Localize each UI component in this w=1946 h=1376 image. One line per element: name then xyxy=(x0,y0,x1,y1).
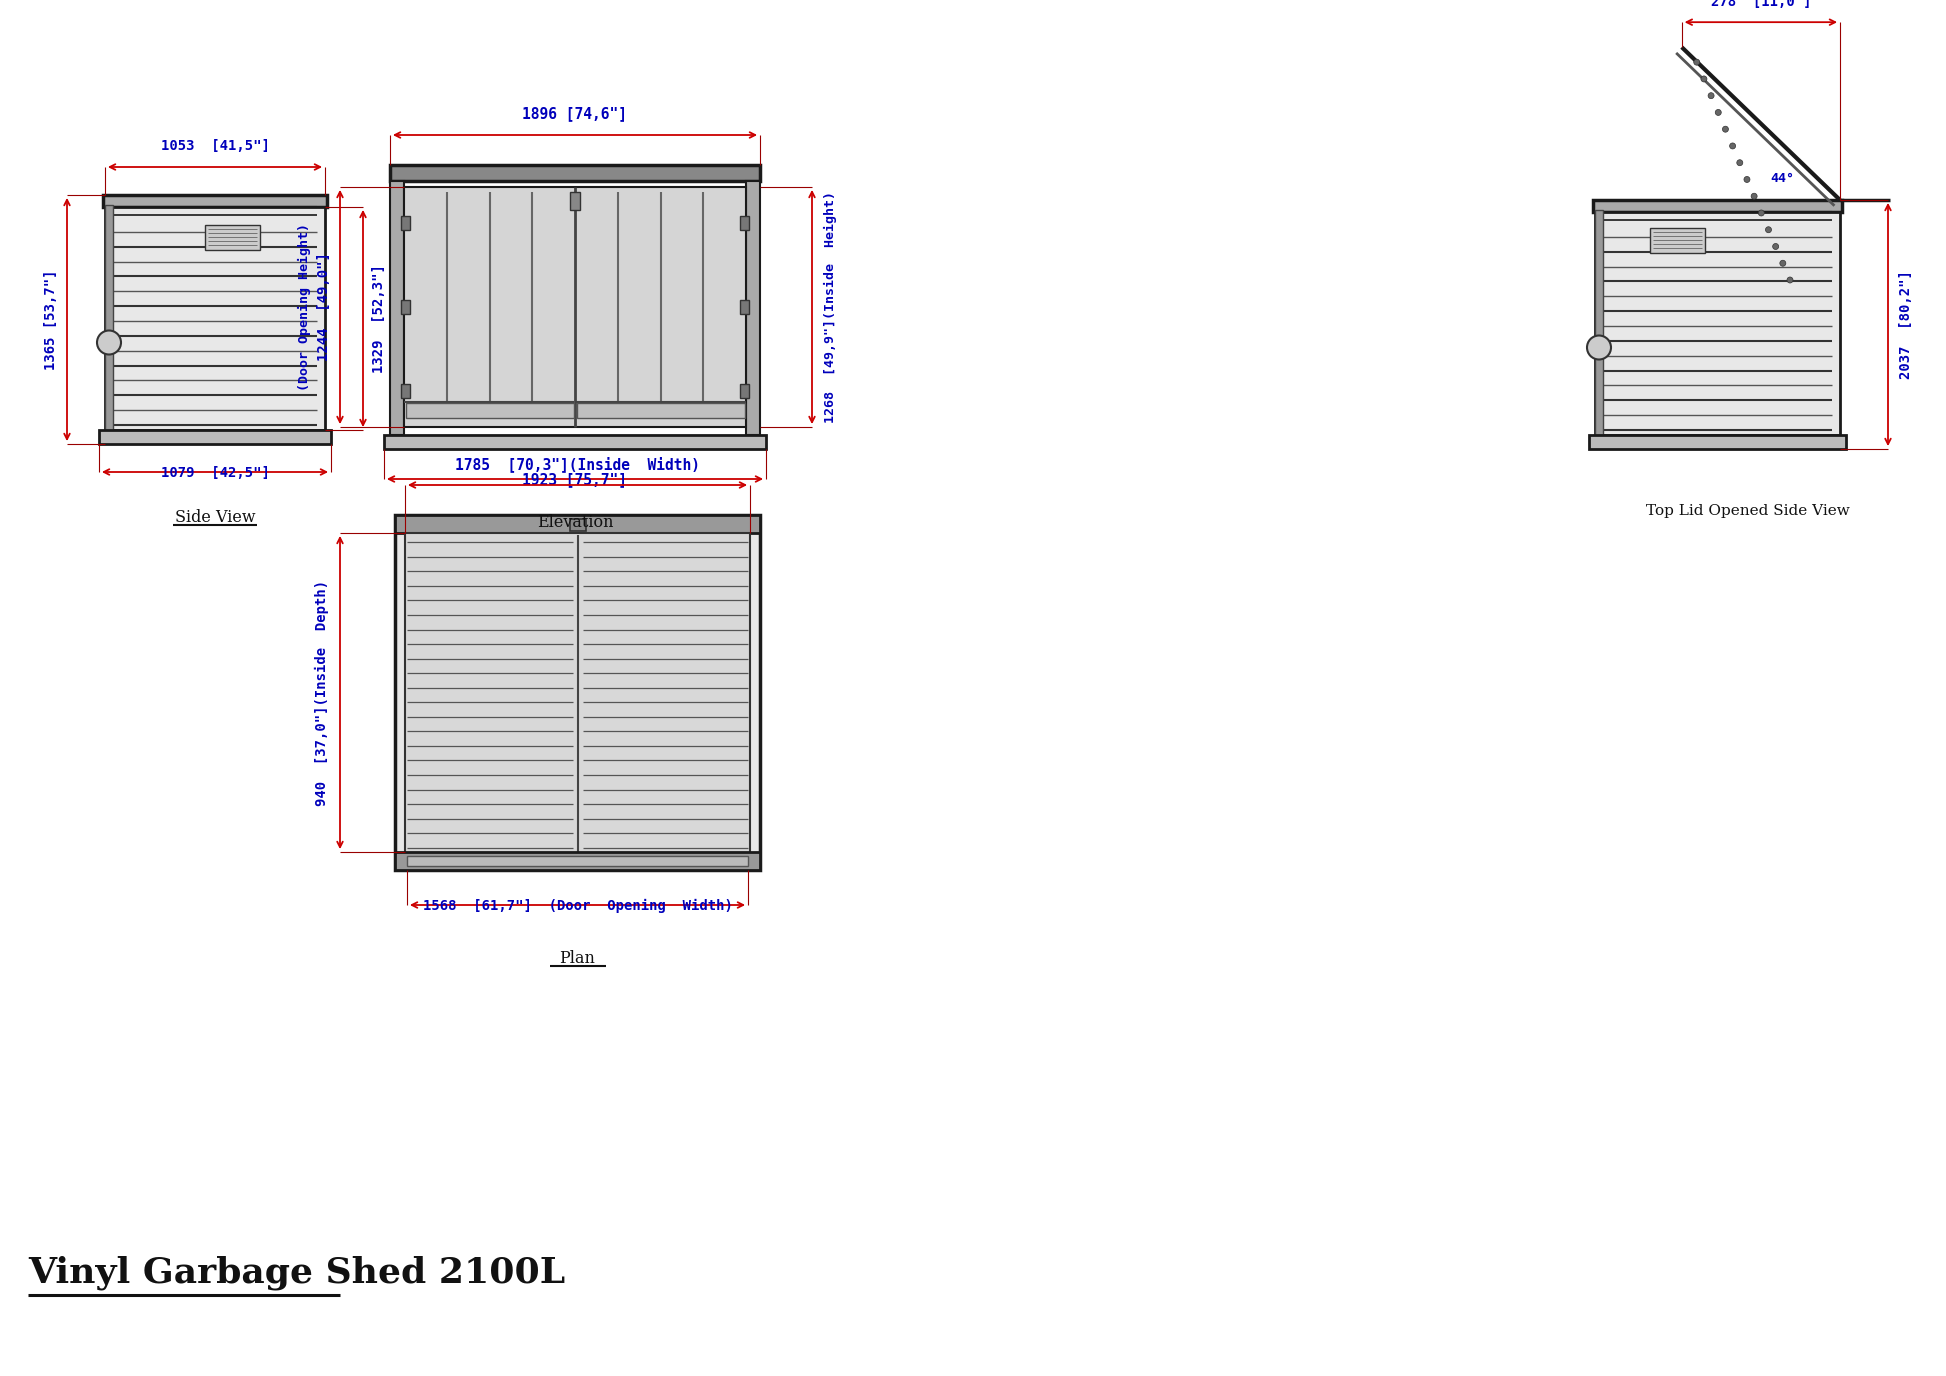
Bar xyxy=(103,195,327,206)
Bar xyxy=(745,182,761,435)
Text: 1568  [61,7"]  (Door  Opening  Width): 1568 [61,7"] (Door Opening Width) xyxy=(422,899,732,914)
Bar xyxy=(395,515,761,533)
Circle shape xyxy=(1765,227,1771,233)
Bar xyxy=(405,533,749,859)
Circle shape xyxy=(1786,277,1792,283)
Circle shape xyxy=(1701,76,1707,83)
Text: Top Lid Opened Side View: Top Lid Opened Side View xyxy=(1646,504,1849,517)
Bar xyxy=(389,182,405,435)
Circle shape xyxy=(1709,92,1714,99)
Bar xyxy=(1596,212,1841,435)
Text: 1785  [70,3"](Inside  Width): 1785 [70,3"](Inside Width) xyxy=(455,455,701,472)
Circle shape xyxy=(1730,143,1736,149)
Text: Plan: Plan xyxy=(560,949,595,967)
Text: (Door Opening Height): (Door Opening Height) xyxy=(298,223,311,391)
Text: 940  [37,0"](Inside  Depth): 940 [37,0"](Inside Depth) xyxy=(315,579,329,805)
Bar xyxy=(405,187,745,427)
Bar xyxy=(739,384,749,398)
Bar xyxy=(105,205,113,429)
Text: 278  [11,0"]: 278 [11,0"] xyxy=(1711,0,1812,10)
Text: Side View: Side View xyxy=(175,509,255,526)
Bar xyxy=(1590,435,1847,449)
Circle shape xyxy=(1588,336,1611,359)
Text: Elevation: Elevation xyxy=(537,515,613,531)
Circle shape xyxy=(1744,176,1749,183)
Bar xyxy=(570,193,580,211)
Bar xyxy=(407,403,574,418)
Bar xyxy=(1650,228,1705,253)
Text: 1896 [74,6"]: 1896 [74,6"] xyxy=(522,106,627,121)
Text: 1268  [49,9"](Inside  Height): 1268 [49,9"](Inside Height) xyxy=(823,191,837,422)
Text: 1365 [53,7"]: 1365 [53,7"] xyxy=(45,270,58,370)
Circle shape xyxy=(1736,160,1744,165)
Circle shape xyxy=(1781,260,1786,266)
Text: 1329  [52,3"]: 1329 [52,3"] xyxy=(372,264,385,373)
Bar xyxy=(570,519,586,531)
Bar xyxy=(395,515,761,870)
Bar xyxy=(739,300,749,314)
Text: 1079  [42,5"]: 1079 [42,5"] xyxy=(162,466,269,480)
Circle shape xyxy=(1751,193,1757,200)
Bar xyxy=(739,216,749,230)
Bar xyxy=(407,856,747,866)
Bar xyxy=(204,226,261,250)
Bar xyxy=(1596,211,1604,435)
Bar xyxy=(389,165,761,182)
Text: Vinyl Garbage Shed 2100L: Vinyl Garbage Shed 2100L xyxy=(27,1255,564,1291)
Text: 2037  [80,2"]: 2037 [80,2"] xyxy=(1899,270,1913,378)
Circle shape xyxy=(1722,127,1728,132)
Circle shape xyxy=(1693,59,1699,65)
Bar xyxy=(401,216,411,230)
Circle shape xyxy=(97,330,121,355)
Text: 1244  [49,0"]: 1244 [49,0"] xyxy=(317,253,331,362)
Bar xyxy=(401,384,411,398)
Circle shape xyxy=(1759,211,1765,216)
Bar xyxy=(1594,200,1843,212)
Bar xyxy=(395,852,761,870)
Bar xyxy=(105,206,325,429)
Bar xyxy=(99,429,331,444)
Text: 1923 [75,7"]: 1923 [75,7"] xyxy=(522,472,627,487)
Text: 1053  [41,5"]: 1053 [41,5"] xyxy=(162,139,269,153)
Circle shape xyxy=(1714,110,1722,116)
Circle shape xyxy=(1773,244,1779,249)
Bar xyxy=(578,403,745,418)
Bar xyxy=(401,300,411,314)
Bar xyxy=(383,435,767,449)
Text: 44°: 44° xyxy=(1771,172,1794,184)
